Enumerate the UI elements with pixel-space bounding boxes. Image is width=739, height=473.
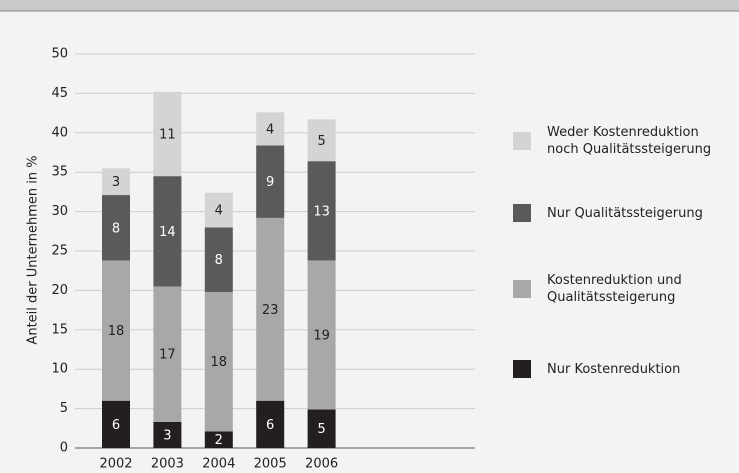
top-band xyxy=(0,0,739,11)
bar-segment xyxy=(256,400,285,448)
bar-segment xyxy=(307,161,336,261)
value-label: 4 xyxy=(215,204,223,219)
bar-segment xyxy=(307,119,336,162)
legend-swatch xyxy=(513,132,531,150)
bar-segment xyxy=(256,112,285,146)
value-label: 5 xyxy=(317,134,325,149)
value-label: 19 xyxy=(313,328,330,343)
y-tick-label: 40 xyxy=(51,125,68,140)
x-tick-label: 2004 xyxy=(202,457,235,472)
legend-swatch xyxy=(513,204,531,222)
x-tick-label: 2005 xyxy=(254,457,287,472)
y-tick-label: 20 xyxy=(51,283,68,298)
bar-segment xyxy=(153,421,182,448)
x-tick-label: 2002 xyxy=(99,457,132,472)
value-label: 6 xyxy=(112,418,120,433)
value-label: 3 xyxy=(163,428,171,443)
y-tick-label: 10 xyxy=(51,362,68,377)
value-label: 5 xyxy=(317,422,325,437)
legend-label: Nur Qualitätssteigerung xyxy=(547,205,703,221)
bar-segment xyxy=(102,168,130,196)
y-tick-label: 15 xyxy=(51,322,68,337)
legend-item: Nur Qualitätssteigerung xyxy=(513,196,733,230)
x-tick-label: 2006 xyxy=(305,457,338,472)
bar-segment xyxy=(204,227,233,292)
value-label: 18 xyxy=(211,355,228,370)
bar-segment xyxy=(153,176,182,287)
legend-item: Weder Kostenreduktion noch Qualitätsstei… xyxy=(513,124,733,158)
legend-item: Nur Kostenreduktion xyxy=(513,352,733,386)
value-label: 2 xyxy=(215,433,223,448)
value-label: 14 xyxy=(159,225,176,240)
bar-segment xyxy=(307,260,336,410)
y-tick-label: 45 xyxy=(51,86,68,101)
bar-segment xyxy=(102,260,130,401)
bar-segment xyxy=(256,217,285,401)
y-tick-label: 35 xyxy=(51,165,68,180)
legend-label: Kostenreduktion und Qualitätssteigerung xyxy=(547,273,682,305)
value-label: 18 xyxy=(108,324,125,339)
bar-segment xyxy=(102,400,130,448)
y-axis-label: Anteil der Unternehmen in % xyxy=(26,155,41,344)
value-label: 3 xyxy=(112,175,120,190)
value-label: 17 xyxy=(159,348,176,363)
legend-item: Kostenreduktion und Qualitätssteigerung xyxy=(513,272,733,306)
bar-segment xyxy=(153,91,182,177)
bar-segment xyxy=(204,291,233,432)
value-label: 8 xyxy=(112,221,120,236)
value-label: 9 xyxy=(266,175,274,190)
value-label: 13 xyxy=(313,204,330,219)
legend-swatch xyxy=(513,360,531,378)
bar-segment xyxy=(153,286,182,422)
bar-segment xyxy=(204,192,233,228)
bar-segment xyxy=(102,195,130,261)
value-label: 11 xyxy=(159,127,176,142)
y-tick-label: 5 xyxy=(60,401,68,416)
value-label: 4 xyxy=(266,122,274,137)
bar-segment xyxy=(256,145,285,218)
legend-swatch xyxy=(513,280,531,298)
x-tick-label: 2003 xyxy=(151,457,184,472)
legend-label: Weder Kostenreduktion noch Qualitätsstei… xyxy=(547,125,712,157)
y-tick-label: 0 xyxy=(60,441,68,456)
legend-label: Nur Kostenreduktion xyxy=(547,361,681,377)
value-label: 8 xyxy=(215,253,223,268)
value-label: 6 xyxy=(266,418,274,433)
value-label: 23 xyxy=(262,303,279,318)
bar-segment xyxy=(307,409,336,448)
y-tick-label: 50 xyxy=(51,47,68,62)
y-tick-label: 25 xyxy=(51,244,68,259)
bar-segment xyxy=(204,431,233,448)
y-tick-label: 30 xyxy=(51,204,68,219)
